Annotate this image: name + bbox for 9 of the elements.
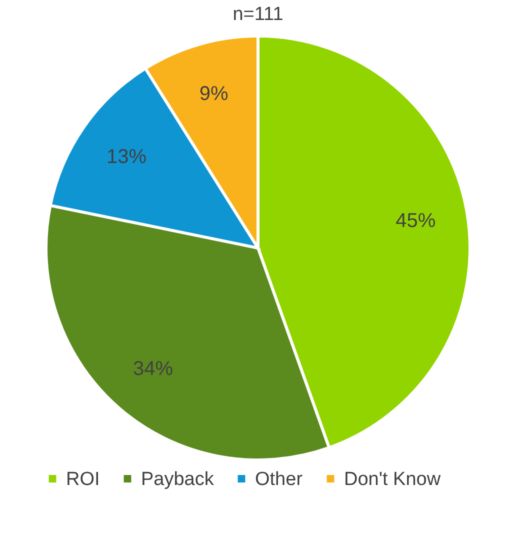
legend-label: Payback bbox=[141, 468, 214, 490]
legend-label: ROI bbox=[66, 468, 100, 490]
data-label: 34% bbox=[133, 358, 174, 380]
data-label: 45% bbox=[396, 210, 436, 232]
data-label: 13% bbox=[106, 146, 147, 168]
legend-label: Other bbox=[255, 468, 304, 490]
data-label: 9% bbox=[199, 83, 228, 106]
chart-title: n=111 bbox=[232, 4, 284, 25]
legend-label: Don't Know bbox=[344, 468, 441, 490]
